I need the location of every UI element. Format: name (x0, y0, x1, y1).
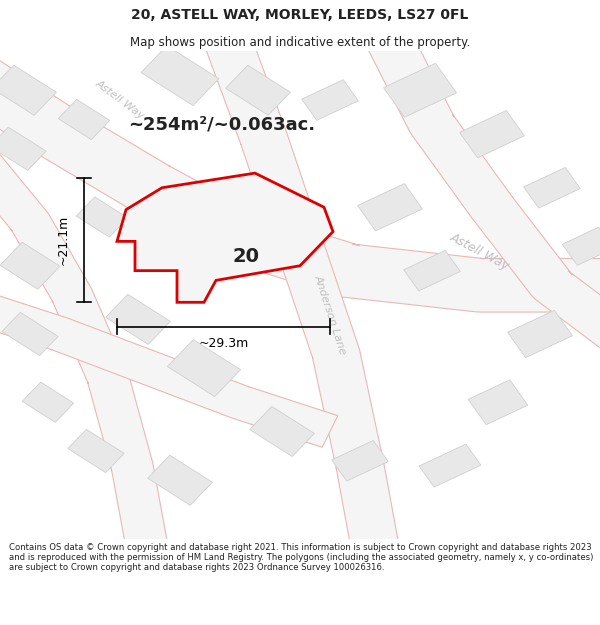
Polygon shape (0, 289, 338, 448)
Polygon shape (2, 312, 58, 356)
Polygon shape (106, 294, 170, 344)
Polygon shape (250, 406, 314, 456)
Polygon shape (141, 46, 219, 106)
Polygon shape (68, 429, 124, 472)
Text: Map shows position and indicative extent of the property.: Map shows position and indicative extent… (130, 36, 470, 49)
Polygon shape (0, 55, 600, 312)
Text: ~21.1m: ~21.1m (56, 215, 70, 265)
Polygon shape (0, 65, 56, 115)
Polygon shape (117, 173, 333, 302)
Polygon shape (524, 168, 580, 208)
Text: ~254m²/~0.063ac.: ~254m²/~0.063ac. (128, 116, 316, 133)
Polygon shape (404, 251, 460, 291)
Text: Contains OS data © Crown copyright and database right 2021. This information is : Contains OS data © Crown copyright and d… (9, 542, 593, 572)
Polygon shape (148, 455, 212, 505)
Polygon shape (383, 63, 457, 118)
Polygon shape (226, 65, 290, 115)
Polygon shape (358, 184, 422, 231)
Polygon shape (460, 111, 524, 158)
Text: 20, ASTELL WAY, MORLEY, LEEDS, LS27 0FL: 20, ASTELL WAY, MORLEY, LEEDS, LS27 0FL (131, 8, 469, 22)
Polygon shape (368, 34, 600, 358)
Polygon shape (76, 197, 128, 237)
Polygon shape (22, 382, 74, 423)
Polygon shape (562, 227, 600, 266)
Polygon shape (508, 311, 572, 358)
Text: Anderson Lane: Anderson Lane (313, 273, 347, 356)
Text: Astell Way: Astell Way (94, 79, 146, 121)
Polygon shape (419, 444, 481, 487)
Polygon shape (205, 36, 402, 566)
Text: ~29.3m: ~29.3m (199, 338, 248, 350)
Polygon shape (302, 80, 358, 120)
Text: Astell Way: Astell Way (448, 230, 512, 272)
Polygon shape (0, 127, 46, 171)
Polygon shape (468, 380, 528, 424)
Polygon shape (332, 441, 388, 481)
Polygon shape (58, 99, 110, 139)
Polygon shape (0, 242, 60, 289)
Text: 20: 20 (233, 246, 260, 266)
Polygon shape (0, 139, 171, 566)
Polygon shape (167, 339, 241, 397)
